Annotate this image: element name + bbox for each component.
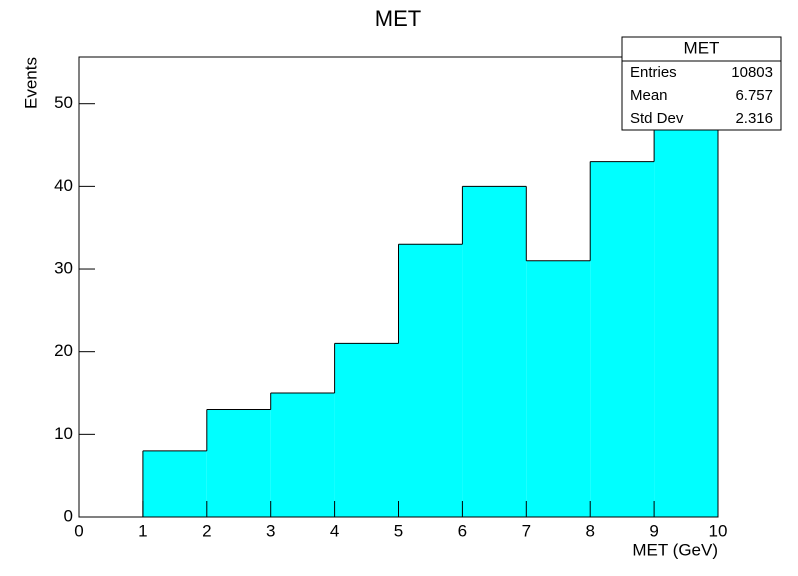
x-tick-label: 2 xyxy=(202,521,211,540)
x-tick-label: 10 xyxy=(709,521,728,540)
bar xyxy=(526,260,591,517)
x-tick-label: 8 xyxy=(585,521,594,540)
bar xyxy=(142,450,207,517)
y-tick-label: 0 xyxy=(64,506,73,525)
y-tick-label: 40 xyxy=(54,176,73,195)
stats-value: 6.757 xyxy=(735,87,773,104)
stats-label: Entries xyxy=(630,64,677,81)
chart-title: MET xyxy=(375,6,421,31)
y-tick-label: 30 xyxy=(54,259,73,278)
bar xyxy=(270,393,335,517)
stats-value: 10803 xyxy=(731,64,773,81)
bar xyxy=(206,409,271,517)
x-tick-label: 7 xyxy=(522,521,531,540)
x-tick-label: 0 xyxy=(74,521,83,540)
bar xyxy=(398,244,463,517)
x-tick-label: 6 xyxy=(458,521,467,540)
stats-value: 2.316 xyxy=(735,110,773,127)
bar xyxy=(334,343,399,517)
y-axis-title: Events xyxy=(21,57,40,109)
x-tick-label: 9 xyxy=(649,521,658,540)
bar xyxy=(590,161,655,517)
x-axis-title: MET (GeV) xyxy=(632,540,718,559)
bar xyxy=(654,78,718,518)
x-tick-label: 4 xyxy=(330,521,339,540)
bar xyxy=(462,186,527,517)
y-tick-label: 50 xyxy=(54,93,73,112)
stats-label: Std Dev xyxy=(630,110,684,127)
stats-box xyxy=(621,36,782,131)
y-tick-label: 20 xyxy=(54,341,73,360)
stats-title: MET xyxy=(684,38,720,57)
x-tick-label: 1 xyxy=(138,521,147,540)
x-tick-label: 5 xyxy=(394,521,403,540)
y-tick-label: 10 xyxy=(54,424,73,443)
x-tick-label: 3 xyxy=(266,521,275,540)
stats-label: Mean xyxy=(630,87,668,104)
